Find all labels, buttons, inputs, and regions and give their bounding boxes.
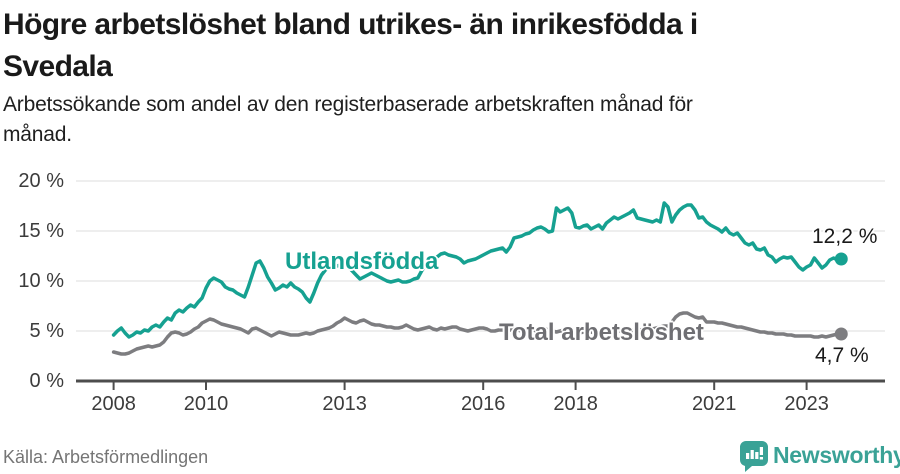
y-tick-label: 10 %	[18, 270, 64, 292]
x-tick-label: 2023	[784, 393, 829, 415]
x-tick-label: 2013	[322, 393, 367, 415]
x-tick-label: 2008	[91, 393, 136, 415]
x-tick-label: 2021	[691, 393, 737, 415]
y-tick-label: 15 %	[18, 220, 64, 242]
chart-subtitle-line2: månad.	[3, 123, 72, 146]
end-point-marker	[834, 327, 848, 341]
end-value-utlandsfodda: 12,2 %	[812, 225, 878, 248]
newsworthy-wordmark: Newsworthy	[773, 442, 900, 468]
series-label-total-arbetsloshet: Total arbetslöshet	[499, 319, 704, 346]
source-attribution: Källa: Arbetsförmedlingen	[3, 447, 209, 467]
x-tick-label: 2016	[460, 393, 506, 415]
end-point-marker	[834, 252, 848, 266]
end-value-total: 4,7 %	[815, 344, 869, 367]
x-tick-label: 2010	[183, 393, 229, 415]
bar-chart-bubble-icon	[739, 441, 768, 472]
page-title-line2: Svedala	[3, 50, 113, 83]
y-tick-label: 0 %	[29, 370, 64, 392]
chart-subtitle: Arbetssökande som andel av den registerb…	[3, 90, 693, 150]
chart-subtitle-line1: Arbetssökande som andel av den registerb…	[3, 93, 693, 116]
y-tick-label: 5 %	[29, 320, 64, 342]
page-title: Högre arbetslöshet bland utrikes- än inr…	[3, 4, 698, 88]
data-line-total	[111, 311, 844, 356]
series-label-utlandsfodda: Utlandsfödda	[285, 248, 439, 275]
x-tick-label: 2018	[553, 393, 598, 415]
data-line-utlandsfodda	[111, 201, 844, 339]
newsworthy-brand: Newsworthy	[739, 440, 900, 472]
y-tick-label: 20 %	[18, 170, 64, 192]
page-title-line1: Högre arbetslöshet bland utrikes- än inr…	[3, 8, 698, 41]
